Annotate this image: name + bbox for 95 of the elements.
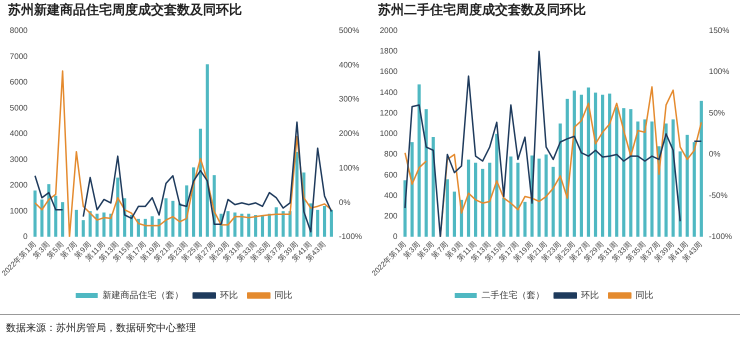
bar <box>150 216 154 237</box>
bar <box>274 207 278 237</box>
y-tick-label: 200 <box>384 212 398 221</box>
bar <box>692 142 696 237</box>
bar <box>608 94 612 237</box>
y-tick-label: 400 <box>384 190 398 200</box>
bar <box>474 162 478 237</box>
bar <box>178 203 182 237</box>
bar <box>629 109 632 237</box>
bar <box>558 124 562 237</box>
y-tick-label: 0 <box>23 232 28 242</box>
bar <box>622 108 626 237</box>
bar <box>247 214 250 237</box>
bar <box>164 198 168 237</box>
bar <box>466 160 470 237</box>
y2-tick-label: -100% <box>708 232 732 242</box>
bar <box>481 168 484 237</box>
y2-tick-label: 200% <box>338 129 360 138</box>
bar <box>502 198 506 237</box>
bar <box>516 162 520 237</box>
bar <box>495 134 498 237</box>
y2-tick-label: 100% <box>708 67 730 76</box>
y-tick-label: 1200 <box>380 108 398 118</box>
bar <box>61 202 64 237</box>
bar <box>240 214 244 237</box>
y2-tick-label: -50% <box>708 190 728 200</box>
bar <box>544 154 548 237</box>
chart-title: 苏州二手住宅周度成交套数及同环比 <box>377 2 587 20</box>
bar <box>206 64 209 237</box>
bar <box>600 94 604 237</box>
bar <box>552 166 555 237</box>
bar <box>566 98 569 237</box>
y2-tick-label: 150% <box>708 26 730 36</box>
y2-tick-label: 400% <box>338 60 360 70</box>
bar <box>116 178 120 237</box>
bar <box>636 121 640 237</box>
bar <box>171 200 174 237</box>
y-tick-label: 600 <box>384 170 398 180</box>
bar <box>432 136 435 237</box>
bar <box>580 94 583 237</box>
bar <box>523 202 527 237</box>
bar <box>664 124 668 237</box>
legend-label: 新建商品住宅（套） <box>102 290 184 300</box>
bar <box>316 210 320 237</box>
bar <box>509 156 512 237</box>
bar <box>537 158 541 237</box>
y2-tick-label: 100% <box>338 163 360 172</box>
legend-label: 二手住宅（套） <box>481 290 544 300</box>
chart-title: 苏州新建商品住宅周度成交套数及同环比 <box>7 2 243 20</box>
bar <box>678 151 682 237</box>
bar <box>295 152 299 237</box>
y2-tick-label: -100% <box>338 232 362 242</box>
y2-tick-label: 50% <box>708 108 725 118</box>
bar <box>82 220 85 237</box>
y-tick-label: 3000 <box>10 154 28 164</box>
bar <box>54 196 58 237</box>
y-tick-label: 1400 <box>380 88 398 97</box>
legend-label: 同比 <box>274 290 292 300</box>
y-tick-label: 0 <box>393 232 398 242</box>
bar <box>446 179 449 237</box>
y-tick-label: 5000 <box>10 103 28 112</box>
bar <box>488 162 492 237</box>
bar <box>686 134 689 237</box>
legend-label: 环比 <box>220 290 238 300</box>
bar <box>424 109 428 237</box>
bar <box>33 190 37 237</box>
y-tick-label: 1800 <box>380 46 398 56</box>
bar <box>40 200 44 237</box>
bar <box>700 100 703 237</box>
bar <box>452 192 456 237</box>
legend-label: 环比 <box>580 290 599 300</box>
y-tick-label: 7000 <box>10 52 28 61</box>
y-tick-label: 2000 <box>380 26 398 36</box>
y2-tick-label: 0% <box>708 150 720 159</box>
bar <box>650 121 654 237</box>
bar <box>268 214 271 237</box>
bar <box>282 211 285 237</box>
y-tick-label: 4000 <box>10 129 28 138</box>
y2-tick-label: 0% <box>338 198 350 207</box>
legend-label: 同比 <box>635 290 654 300</box>
y-tick-label: 1000 <box>10 206 28 216</box>
bar <box>74 210 78 237</box>
y-tick-label: 800 <box>384 150 398 159</box>
y-tick-label: 1600 <box>380 67 398 76</box>
bar <box>322 206 326 237</box>
y2-tick-label: 500% <box>338 26 360 36</box>
y2-tick-label: 300% <box>338 94 360 104</box>
source-note: 数据来源：苏州房管局，数据研究中心整理 <box>0 314 740 341</box>
y-tick-label: 1000 <box>380 129 398 138</box>
bar <box>198 128 202 237</box>
y-tick-label: 8000 <box>10 26 28 36</box>
y-tick-label: 6000 <box>10 78 28 87</box>
bar <box>615 107 618 237</box>
bar <box>330 210 333 237</box>
y-tick-label: 2000 <box>10 180 28 190</box>
